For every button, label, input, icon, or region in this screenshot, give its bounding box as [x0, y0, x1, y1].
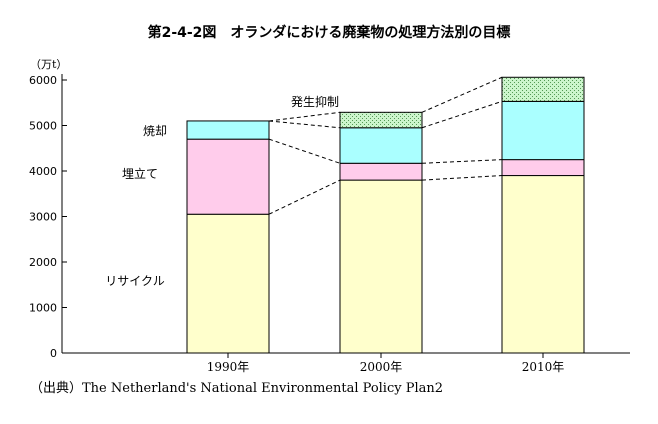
- y-tick-label: 0: [50, 347, 57, 360]
- connector-line: [421, 100, 503, 129]
- bar-segment: [186, 213, 270, 354]
- series-label: 埋立て: [122, 166, 158, 181]
- plot-area: 0 1000 2000 3000 4000 5000 6000 1990年 2000年 2010年…: [29, 74, 630, 374]
- x-category-label: 2000年: [360, 360, 403, 374]
- connector-line: [421, 159, 503, 164]
- bar-segment: [339, 111, 423, 129]
- bar-segment: [501, 100, 585, 161]
- bar-segment: [186, 138, 270, 215]
- series-label: リサイクル: [105, 274, 164, 288]
- connector-line: [268, 179, 341, 215]
- series-label: 焼却: [143, 124, 167, 138]
- y-tick-label: 3000: [29, 211, 57, 224]
- bar-segment: [339, 162, 423, 181]
- connector-line: [421, 76, 503, 113]
- bar-segment: [186, 120, 270, 140]
- series-label: 発生抑制: [291, 94, 339, 109]
- connector-line: [268, 111, 341, 122]
- bar-segment: [339, 179, 423, 354]
- x-category-label: 1990年: [207, 360, 250, 374]
- y-tick-label: 6000: [29, 74, 57, 87]
- x-category-label: 2010年: [522, 360, 565, 374]
- bar-segment: [501, 175, 585, 354]
- chart-title: 第2-4-2図 オランダにおける廃棄物の処理方法別の目標: [148, 24, 511, 41]
- connector-line: [421, 175, 503, 181]
- bar-segment: [501, 159, 585, 177]
- connector-line: [268, 138, 341, 164]
- y-unit-label: （万t）: [30, 58, 67, 71]
- connector-line: [268, 120, 341, 129]
- bar-segment: [501, 76, 585, 102]
- y-tick-label: 5000: [29, 120, 57, 133]
- y-tick-label: 4000: [29, 165, 57, 178]
- bar-segment: [339, 127, 423, 164]
- source-note: （出典）The Netherland's National Environmen…: [30, 381, 443, 396]
- y-tick-label: 1000: [29, 302, 57, 315]
- y-tick-label: 2000: [29, 256, 57, 269]
